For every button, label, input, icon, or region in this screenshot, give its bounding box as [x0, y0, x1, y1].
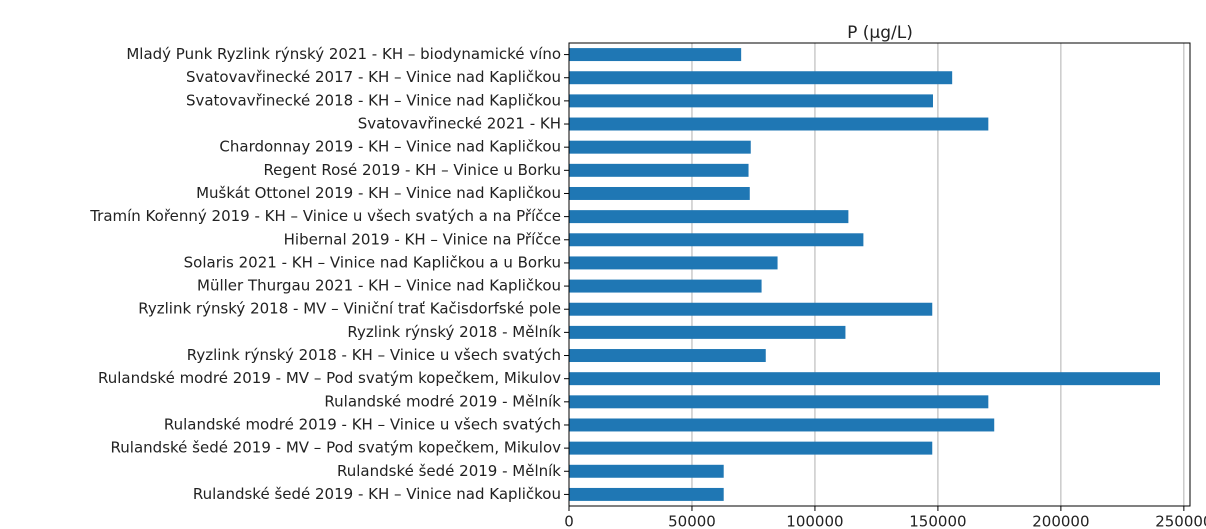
y-tick-label: Solaris 2021 - KH – Vinice nad Kapličkou…	[184, 253, 561, 271]
y-tick-label: Rulandské šedé 2019 - KH – Vinice nad Ka…	[193, 485, 561, 503]
bar	[569, 325, 846, 339]
bar	[569, 487, 724, 501]
bar	[569, 279, 762, 293]
y-tick-label: Chardonnay 2019 - KH – Vinice nad Kaplič…	[219, 138, 561, 156]
y-tick-label: Muškát Ottonel 2019 - KH – Vinice nad Ka…	[196, 184, 561, 202]
bar	[569, 464, 724, 478]
x-tick-label: 50000	[668, 513, 716, 529]
bar	[569, 117, 989, 131]
y-tick-label: Rulandské šedé 2019 - Mělník	[337, 462, 561, 480]
x-tick-label: 100000	[786, 513, 843, 529]
bar	[569, 441, 933, 455]
x-tick-label: 200000	[1032, 513, 1089, 529]
bar	[569, 163, 749, 177]
y-tick-label: Hibernal 2019 - KH – Vinice na Příčce	[284, 230, 561, 248]
y-tick-label: Tramín Kořenný 2019 - KH – Vinice u všec…	[89, 207, 561, 225]
x-tick-label: 250000	[1155, 513, 1206, 529]
bar	[569, 233, 864, 247]
bar	[569, 186, 750, 200]
y-tick-label: Svatovavřinecké 2017 - KH – Vinice nad K…	[186, 68, 561, 86]
y-tick-label: Svatovavřinecké 2021 - KH	[358, 115, 561, 133]
y-tick-label: Ryzlink rýnský 2018 - KH – Vinice u všec…	[187, 346, 561, 364]
bar	[569, 349, 766, 363]
bar	[569, 71, 953, 85]
y-tick-label: Rulandské modré 2019 - MV – Pod svatým k…	[98, 369, 561, 387]
y-tick-label: Regent Rosé 2019 - KH – Vinice u Borku	[263, 161, 561, 179]
bar	[569, 210, 849, 224]
plot-frame	[568, 42, 1191, 507]
y-tick-label: Rulandské modré 2019 - KH – Vinice u vše…	[164, 415, 561, 433]
y-tick-label: Ryzlink rýnský 2018 - Mělník	[347, 323, 561, 341]
bar	[569, 140, 751, 154]
bar	[569, 395, 989, 409]
bar	[569, 302, 933, 316]
bar	[569, 372, 1160, 386]
y-tick-label: Mladý Punk Ryzlink rýnský 2021 - KH – bi…	[126, 45, 561, 63]
y-tick-label: Rulandské modré 2019 - Mělník	[324, 392, 561, 410]
x-tick-label: 150000	[909, 513, 966, 529]
y-tick-label: Ryzlink rýnský 2018 - MV – Viniční trať …	[138, 300, 561, 318]
y-tick-label: Svatovavřinecké 2018 - KH – Vinice nad K…	[186, 91, 561, 109]
y-tick-label: Rulandské šedé 2019 - MV – Pod svatým ko…	[111, 439, 562, 457]
bar	[569, 48, 742, 62]
bar	[569, 418, 995, 432]
y-tick-label: Müller Thurgau 2021 - KH – Vinice nad Ka…	[197, 277, 561, 295]
chart-title: P (µg/L)	[847, 23, 913, 43]
bar	[569, 94, 933, 108]
bar	[569, 256, 778, 270]
x-tick-label: 0	[564, 513, 574, 529]
